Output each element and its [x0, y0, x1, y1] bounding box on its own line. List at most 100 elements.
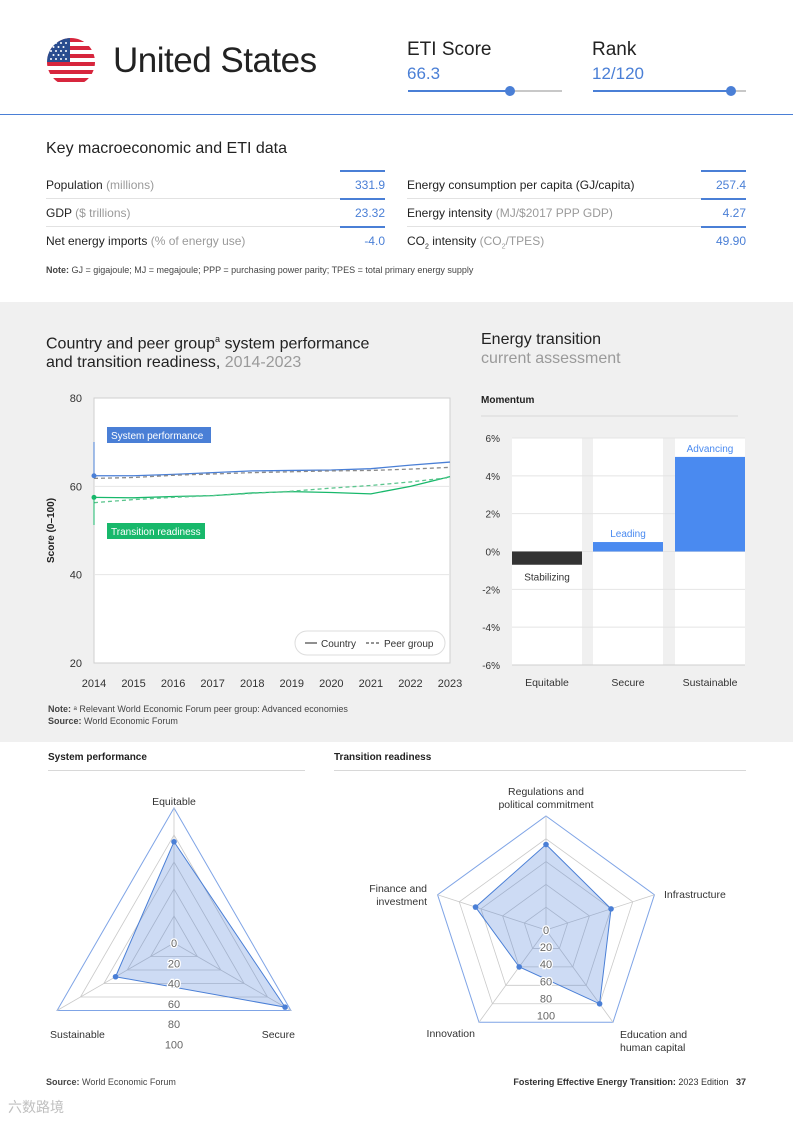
x-tick-label: 2016 — [161, 678, 185, 690]
legend-label: Peer group — [384, 639, 434, 650]
key-data-value: 49.90 — [715, 234, 746, 248]
bar — [512, 551, 582, 565]
radar-spoke — [173, 942, 292, 1011]
radar-tick-label: 40 — [540, 959, 552, 971]
key-data-title: Key macroeconomic and ETI data — [46, 140, 288, 157]
bar — [593, 542, 663, 552]
transition-annotation-box — [107, 523, 205, 539]
transition-radar-title: Transition readiness — [334, 752, 432, 763]
radar-ring — [436, 815, 656, 1023]
eti-score-bar-fill — [408, 90, 511, 92]
radar-tick-label: 40 — [168, 979, 180, 991]
radar-axis-label: human capital — [620, 1042, 685, 1054]
radar-axis-label: Equitable — [152, 796, 196, 808]
radar-tick-label: 100 — [165, 1039, 183, 1050]
key-data-row-energy-intensity: Energy intensity (MJ/$2017 PPP GDP) 4.27 — [407, 198, 746, 227]
performance-line-chart: 20 40 60 80 2014 2015 2016 2017 2018 2019 2020 2021… — [46, 393, 462, 690]
radar-area — [474, 843, 612, 1005]
radar-ring — [126, 888, 222, 971]
radar-point — [543, 841, 549, 848]
key-data-unit: (millions) — [106, 178, 155, 192]
watermark: 六数路境 — [8, 1099, 64, 1115]
radar-ring — [458, 838, 634, 1005]
radar-axis-label: Innovation — [427, 1028, 476, 1040]
y-tick-label: -4% — [482, 623, 500, 634]
bar-label: Stabilizing — [524, 573, 570, 584]
rank-bar — [593, 86, 746, 96]
radar-ring — [149, 915, 199, 957]
series-line — [93, 476, 451, 504]
radar-tick-label: 0 — [171, 938, 177, 950]
divider — [48, 770, 305, 771]
key-data-unit: (MJ/$2017 PPP GDP) — [495, 206, 613, 220]
radar-ring — [523, 906, 569, 949]
category-label: Equitable — [525, 677, 569, 689]
key-data-label: Population — [46, 178, 103, 192]
key-data-row-gdp: GDP ($ trillions) 23.32 — [46, 198, 385, 227]
subscript: 2 — [501, 243, 506, 251]
radar-spoke — [437, 894, 547, 931]
key-data-unit-rest: /TPES) — [505, 234, 545, 248]
x-tick-label: 2015 — [121, 678, 145, 690]
bar-label: Advancing — [687, 444, 734, 455]
y-tick-label: 0% — [486, 548, 501, 559]
radar-tick-label: 100 — [537, 1011, 555, 1023]
country-header: United States ETI Score 66.3 Rank 12/120 — [0, 0, 793, 115]
key-data-label-rest: intensity — [428, 234, 477, 248]
y-tick-label: 40 — [70, 570, 82, 582]
x-tick-label: 2022 — [398, 678, 422, 690]
assessment-title: Energy transition current assessment — [481, 331, 621, 367]
y-tick-label: -2% — [482, 585, 500, 596]
key-data-value: 331.9 — [354, 178, 385, 192]
system-radar-title: System performance — [48, 752, 147, 763]
key-data-row-co2-intensity: CO2 intensity (CO2/TPES) 49.90 — [407, 226, 746, 255]
y-tick-label: 6% — [486, 434, 501, 445]
y-tick-label: 20 — [70, 658, 82, 670]
radar-ring — [480, 861, 612, 986]
key-data-value: 257.4 — [715, 178, 746, 192]
radar-tick-label: 80 — [168, 1019, 180, 1031]
x-tick-label: 2021 — [359, 678, 383, 690]
country-name: United States — [113, 41, 317, 80]
key-data-unit: (% of energy use) — [150, 234, 246, 248]
key-data-label: Energy consumption per capita (GJ/capita… — [407, 178, 635, 192]
radar-axis-label: Secure — [262, 1029, 295, 1041]
radar-axis-label: political commitment — [498, 799, 593, 811]
y-tick-label: 2% — [486, 510, 501, 521]
radar-spoke — [545, 929, 614, 1023]
radar-tick-label: 60 — [540, 976, 552, 988]
performance-title: Country and peer groupa system performan… — [46, 334, 370, 372]
momentum-bar-chart: Momentum 6% 4% 2% 0% -2% -4% -6% Stabilizing Equi… — [481, 395, 745, 689]
x-tick-label: 2023 — [438, 678, 462, 690]
radar-point — [608, 906, 614, 912]
radar-spoke — [545, 894, 655, 931]
radar-point — [171, 838, 177, 845]
footer-source: Source: World Economic Forum — [46, 1077, 176, 1087]
subscript: 2 — [425, 243, 429, 251]
footer-publication: Fostering Effective Energy Transition: 2… — [513, 1077, 746, 1087]
radar-point — [112, 973, 119, 980]
system-performance-radar: 0 20 40 60 80 100 Equitable Secure Sustainable — [50, 796, 295, 1050]
legend-label: Country — [321, 639, 356, 650]
us-flag-icon — [47, 38, 95, 86]
radar-axis-label: Sustainable — [50, 1029, 105, 1041]
page-number: 37 — [735, 1077, 746, 1087]
x-tick-label: 2019 — [280, 678, 304, 690]
rank-value: 12/120 — [592, 64, 644, 83]
radar-axis-label: Infrastructure — [664, 889, 726, 901]
radar-spoke — [478, 929, 547, 1023]
key-data-row-population: Population (millions) 331.9 — [46, 170, 385, 199]
key-data-label: Net energy imports — [46, 234, 148, 248]
performance-note: Note: ᵃ Relevant World Economic Forum pe… — [48, 704, 348, 714]
category-label: Secure — [611, 677, 644, 689]
key-data-value: -4.0 — [364, 234, 385, 248]
bar — [675, 456, 745, 552]
y-tick-label: -6% — [482, 661, 500, 672]
eti-score-value: 66.3 — [407, 64, 441, 83]
eti-score-label: ETI Score — [407, 39, 492, 60]
radar-tick-label: 20 — [540, 942, 552, 954]
key-data-label: CO — [407, 234, 425, 248]
radar-point — [596, 1000, 603, 1007]
radar-tick-label: 80 — [540, 993, 552, 1005]
x-tick-label: 2017 — [200, 678, 224, 690]
